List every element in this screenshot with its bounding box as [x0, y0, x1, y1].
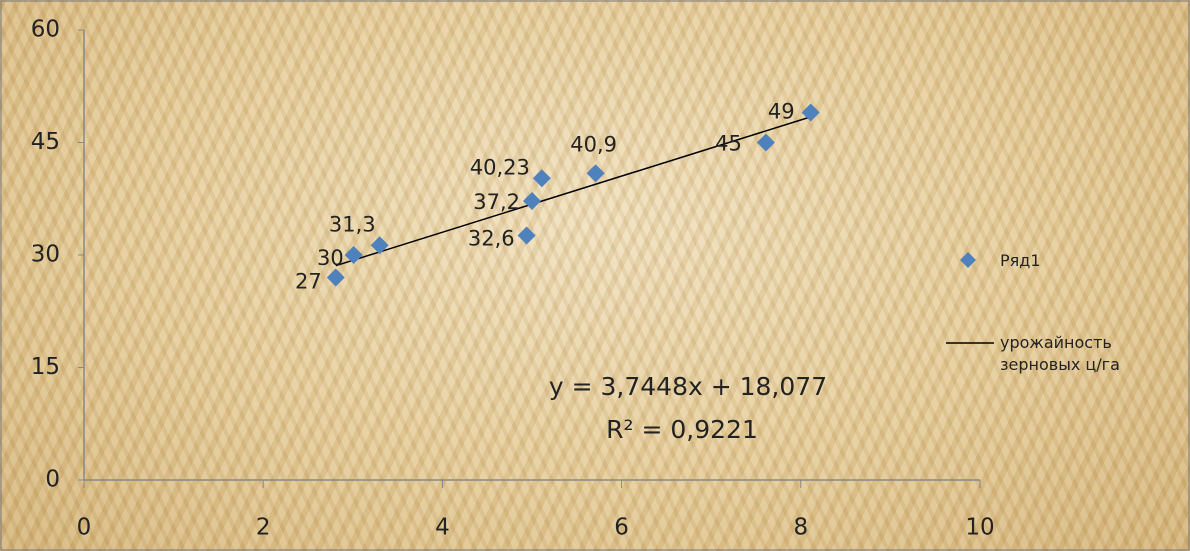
y-tick-label: 60 — [31, 17, 60, 43]
data-label: 37,2 — [473, 190, 520, 214]
trend-equation: y = 3,7448x + 18,077 — [549, 372, 827, 401]
chart: y = 3,7448x + 18,077 R² = 0,9221 0 15 30 45… — [0, 0, 1190, 551]
y-tick-label: 45 — [31, 129, 60, 155]
point — [533, 169, 551, 187]
legend-trendline: урожайность зерновых ц/га — [1000, 332, 1170, 376]
x-tick-label: 2 — [256, 515, 271, 541]
chart-area: y = 3,7448x + 18,077 R² = 0,9221 0 15 30 45… — [0, 0, 1190, 551]
y-tick-label: 0 — [45, 467, 60, 493]
point — [523, 192, 541, 210]
x-tick-label: 8 — [793, 515, 808, 541]
x-tick-label: 4 — [435, 515, 450, 541]
y-tick-label: 15 — [31, 354, 60, 380]
data-label: 40,9 — [570, 132, 617, 156]
trend-r2: R² = 0,9221 — [606, 415, 758, 444]
x-tick-label: 0 — [77, 515, 92, 541]
point — [327, 269, 345, 287]
point — [518, 227, 536, 245]
legend-marker — [960, 252, 976, 268]
x-tick-label: 6 — [614, 515, 629, 541]
point — [757, 134, 775, 152]
x-tick-label: 10 — [965, 515, 994, 541]
data-label: 30 — [317, 246, 344, 270]
point — [587, 164, 605, 182]
data-label: 45 — [715, 132, 742, 156]
data-label: 49 — [768, 100, 795, 124]
data-label: 27 — [295, 270, 322, 294]
y-tick-label: 30 — [31, 242, 60, 268]
point — [371, 236, 389, 254]
data-label: 32,6 — [468, 227, 515, 251]
data-label: 40,23 — [470, 155, 530, 179]
legend-series: Ряд1 — [1000, 250, 1041, 272]
data-label: 31,3 — [329, 212, 376, 236]
frame — [1, 1, 1189, 550]
